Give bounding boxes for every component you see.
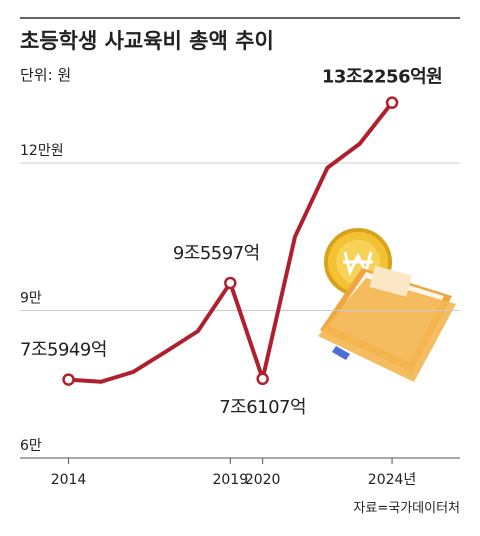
x-tick-label: 2020 (245, 472, 281, 488)
x-tick-label: 2024년 (368, 472, 417, 488)
source: 자료=국가데이터처 (353, 501, 460, 516)
data-label: 13조2256억원 (322, 67, 442, 88)
point-marker (62, 373, 75, 386)
x-tick-label: 2014 (51, 472, 87, 488)
unit-label: 단위: 원 (20, 66, 71, 84)
data-label: 9조5597억 (173, 243, 260, 264)
data-label: 7조6107억 (219, 397, 306, 418)
x-tick-label: 2019 (212, 472, 248, 488)
illustration (318, 228, 456, 382)
y-tick-label: 12만원 (20, 143, 64, 159)
y-tick-label: 6만 (20, 438, 42, 454)
y-tick-label: 9만 (20, 290, 42, 306)
chart-title: 초등학생 사교육비 총액 추이 (20, 29, 274, 53)
point-marker (385, 96, 399, 109)
point-marker (256, 372, 269, 386)
point-marker (224, 276, 237, 290)
data-label: 7조5949억 (20, 340, 107, 361)
